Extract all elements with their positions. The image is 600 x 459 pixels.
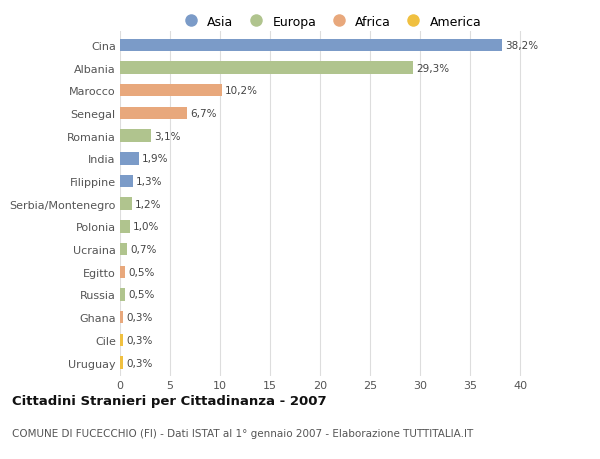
Text: 29,3%: 29,3% — [416, 63, 449, 73]
Text: 3,1%: 3,1% — [154, 131, 181, 141]
Bar — [120, 85, 222, 97]
Text: Cittadini Stranieri per Cittadinanza - 2007: Cittadini Stranieri per Cittadinanza - 2… — [12, 394, 326, 407]
Text: 1,9%: 1,9% — [142, 154, 169, 164]
Text: 6,7%: 6,7% — [190, 109, 217, 119]
Text: 1,2%: 1,2% — [135, 199, 161, 209]
Bar — [120, 107, 187, 120]
Bar — [120, 130, 151, 143]
Text: 0,3%: 0,3% — [126, 335, 152, 345]
Bar — [120, 243, 127, 256]
Bar — [120, 334, 123, 347]
Text: 0,5%: 0,5% — [128, 267, 154, 277]
Text: 0,5%: 0,5% — [128, 290, 154, 300]
Text: 0,7%: 0,7% — [130, 245, 157, 255]
Bar — [120, 153, 139, 165]
Text: COMUNE DI FUCECCHIO (FI) - Dati ISTAT al 1° gennaio 2007 - Elaborazione TUTTITAL: COMUNE DI FUCECCHIO (FI) - Dati ISTAT al… — [12, 428, 473, 438]
Text: 0,3%: 0,3% — [126, 358, 152, 368]
Text: 0,3%: 0,3% — [126, 313, 152, 323]
Bar — [120, 175, 133, 188]
Text: 38,2%: 38,2% — [505, 41, 538, 50]
Bar — [120, 62, 413, 75]
Legend: Asia, Europa, Africa, America: Asia, Europa, Africa, America — [173, 11, 487, 34]
Bar — [120, 198, 132, 211]
Bar — [120, 39, 502, 52]
Text: 10,2%: 10,2% — [225, 86, 258, 96]
Bar — [120, 289, 125, 301]
Bar — [120, 311, 123, 324]
Bar — [120, 266, 125, 279]
Text: 1,3%: 1,3% — [136, 177, 163, 187]
Text: 1,0%: 1,0% — [133, 222, 160, 232]
Bar — [120, 221, 130, 233]
Bar — [120, 357, 123, 369]
